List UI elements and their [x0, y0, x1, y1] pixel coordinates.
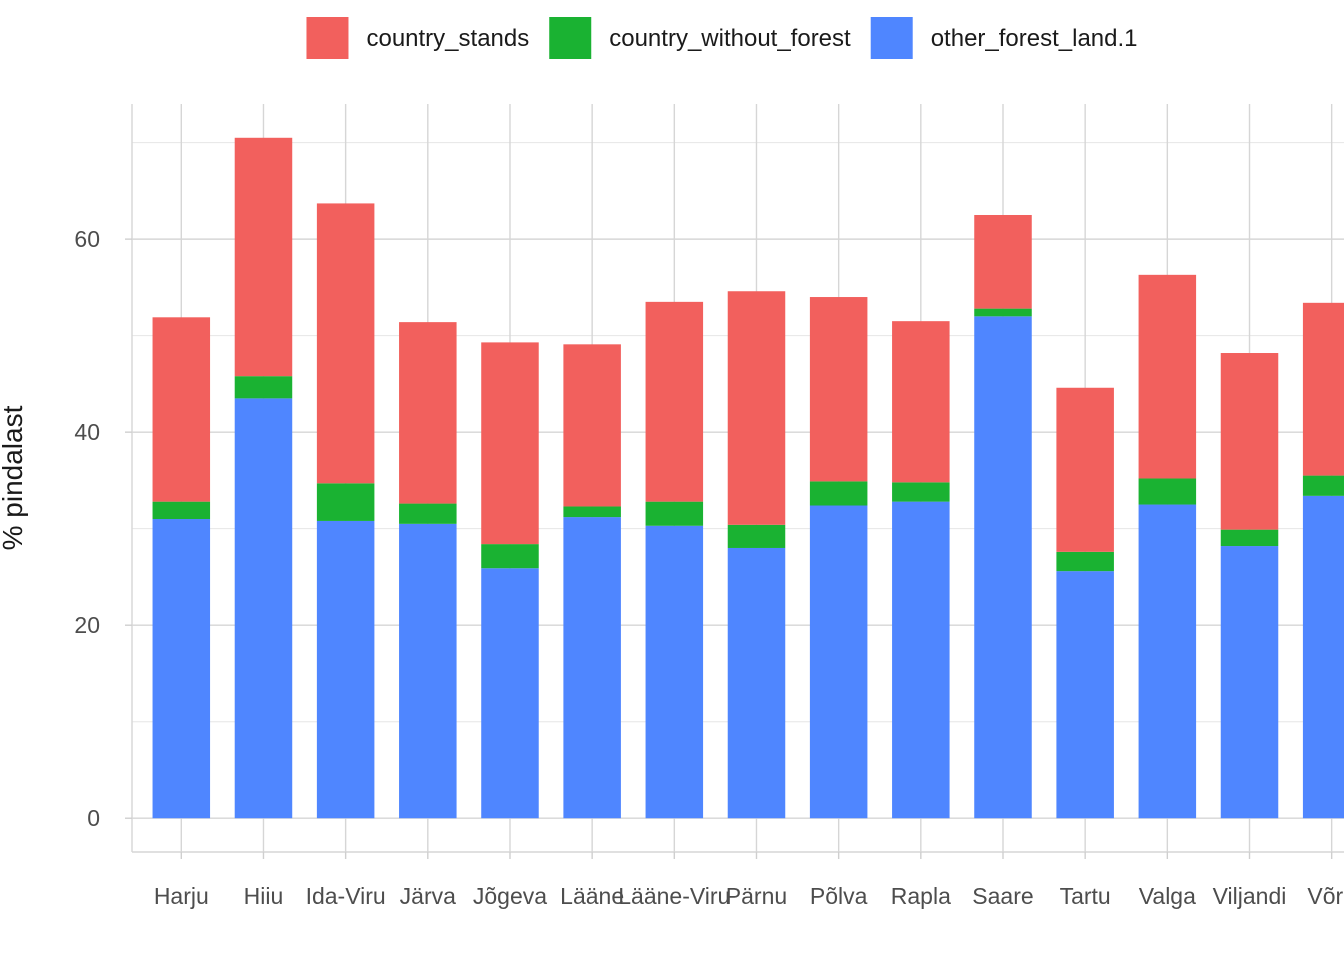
x-tick-label: Jõgeva: [473, 883, 547, 909]
bar-segment: [727, 524, 786, 548]
bar-segment: [399, 322, 457, 504]
bar-segment: [152, 317, 211, 502]
bar-segment: [645, 501, 704, 526]
bar-segment: [481, 342, 539, 545]
legend: country_stands country_without_forest othe…: [306, 17, 1138, 59]
bar-segment: [892, 321, 950, 483]
bar-segment: [316, 483, 375, 521]
legend-key: [306, 17, 349, 59]
bar-segment: [1220, 546, 1279, 819]
bar-segment: [1138, 504, 1197, 819]
x-tick-label: Pärnu: [726, 883, 787, 909]
bars: [152, 137, 1344, 819]
bar-segment: [809, 481, 868, 506]
bar-segment: [974, 214, 1032, 309]
bar-segment: [399, 523, 457, 819]
x-tick-label: Tartu: [1060, 883, 1111, 909]
y-tick-label: 0: [87, 805, 100, 831]
legend-label: country_without_forest: [609, 25, 851, 52]
x-tick-label: Järva: [400, 883, 456, 909]
bar-segment: [234, 137, 293, 377]
x-tick-label: Lääne: [560, 883, 624, 909]
x-tick-label: Valga: [1139, 883, 1196, 909]
legend-label: other_forest_land.1: [931, 25, 1138, 52]
legend-key: [549, 17, 592, 59]
x-tick-label: Hiiu: [244, 883, 284, 909]
legend-key: [870, 17, 913, 59]
bar-segment: [1056, 387, 1114, 552]
bar-segment: [645, 301, 704, 502]
bar-segment: [563, 344, 621, 507]
bar-segment: [316, 203, 375, 484]
y-axis-title: % pindalast: [0, 405, 28, 550]
bar-segment: [1138, 274, 1197, 479]
bar-segment: [974, 316, 1032, 819]
bar-segment: [1220, 529, 1279, 547]
bar-segment: [481, 568, 539, 819]
bar-segment: [399, 503, 457, 524]
bar-segment: [974, 308, 1032, 317]
x-tick-label: Harju: [154, 883, 209, 909]
bar-segment: [234, 398, 293, 819]
bar-segment: [892, 501, 950, 819]
bar-segment: [563, 517, 621, 819]
bar-segment: [1302, 475, 1344, 496]
bar-segment: [1056, 551, 1114, 572]
bar-segment: [1138, 478, 1197, 505]
bar-segment: [152, 519, 211, 819]
bar-segment: [234, 376, 293, 399]
bar-segment: [809, 297, 868, 482]
x-tick-label: Rapla: [891, 883, 951, 909]
bar-segment: [1302, 302, 1344, 476]
bar-segment: [727, 547, 786, 819]
bar-segment: [892, 482, 950, 502]
x-tick-label: Võru: [1307, 883, 1344, 909]
bar-segment: [727, 291, 786, 525]
legend-label: country_stands: [366, 25, 529, 52]
bar-segment: [1056, 571, 1114, 819]
y-tick-label: 20: [74, 612, 100, 638]
bar-segment: [645, 525, 704, 819]
bar-segment: [152, 501, 211, 520]
x-tick-label: Ida-Viru: [306, 883, 386, 909]
bar-segment: [1220, 353, 1279, 530]
y-tick-label: 60: [74, 226, 100, 252]
bar-segment: [481, 544, 539, 569]
x-tick-label: Põlva: [810, 883, 868, 909]
y-tick-label: 40: [74, 419, 100, 445]
x-tick-label: Saare: [972, 883, 1033, 909]
x-axis-ticks: Harju Hiiu Ida-Viru Järva Jõgeva LääneLääne-V…: [154, 852, 1344, 909]
bar-segment: [316, 520, 375, 819]
bar-segment: [1302, 495, 1344, 819]
bar-segment: [563, 506, 621, 518]
bar-segment: [809, 505, 868, 819]
y-axis-ticks: 0 20 40 60: [74, 226, 132, 831]
x-tick-label: Viljandi: [1213, 883, 1287, 909]
x-tick-label: Lääne-Viru: [618, 883, 730, 909]
